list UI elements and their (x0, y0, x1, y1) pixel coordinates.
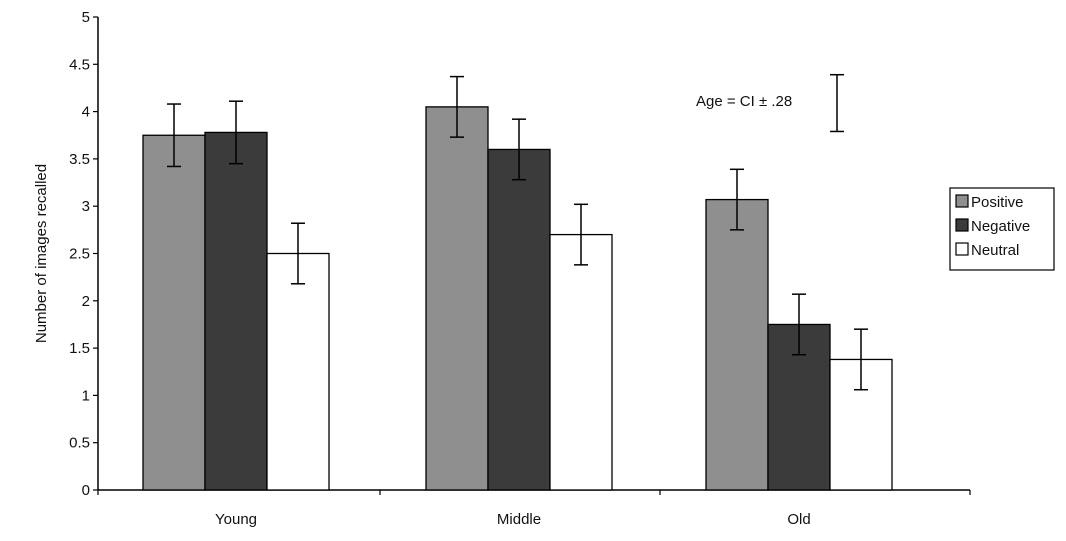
y-tick-label: 4.5 (69, 56, 90, 73)
error-bars (167, 75, 868, 391)
x-tick-label: Middle (497, 511, 541, 528)
legend-label-positive: Positive (971, 194, 1024, 211)
bar-negative-young (204, 131, 268, 491)
y-tick-label: 3.5 (69, 151, 90, 168)
x-axis: Young Middle Old (97, 489, 971, 528)
x-tick-label: Old (787, 511, 810, 528)
y-tick-label: 3 (82, 198, 90, 215)
bar-positive-young (142, 134, 206, 491)
x-tick-label: Young (215, 511, 257, 528)
bar-neutral-young (266, 252, 330, 491)
y-axis: 0 0.5 1 1.5 2 2.5 3 3.5 4 4.5 5 (69, 9, 99, 499)
legend-swatch-negative (955, 218, 969, 232)
y-tick-label: 0.5 (69, 435, 90, 452)
y-axis-title: Number of images recalled (33, 164, 50, 343)
bars (142, 106, 893, 491)
bar-positive-middle (425, 106, 489, 491)
y-tick-label: 2.5 (69, 246, 90, 263)
legend-label-negative: Negative (971, 218, 1030, 235)
legend: Positive Negative Neutral (949, 187, 1055, 271)
bar-negative-middle (487, 148, 551, 491)
bar-positive-old (705, 198, 769, 491)
legend-label-neutral: Neutral (971, 242, 1019, 259)
y-tick-label: 5 (82, 9, 90, 26)
y-tick-label: 1 (82, 387, 90, 404)
y-tick-label: 1.5 (69, 340, 90, 357)
y-tick-label: 4 (82, 104, 90, 121)
legend-swatch-neutral (955, 242, 969, 256)
legend-swatch-positive (955, 194, 969, 208)
ci-annotation-label: Age = CI ± .28 (696, 93, 792, 110)
y-tick-label: 0 (82, 482, 90, 499)
ci-annotation: Age = CI ± .28 (696, 73, 844, 133)
bar-neutral-middle (549, 233, 613, 491)
y-tick-label: 2 (82, 293, 90, 310)
